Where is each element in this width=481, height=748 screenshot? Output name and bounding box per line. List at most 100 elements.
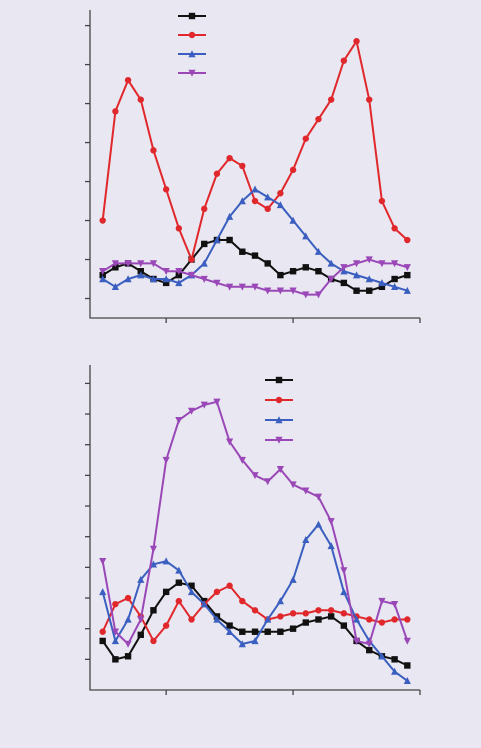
data-point	[150, 147, 157, 154]
data-point	[99, 217, 106, 224]
data-point	[226, 236, 233, 244]
data-point	[391, 275, 398, 283]
data-point	[366, 96, 373, 103]
data-point	[404, 662, 411, 669]
data-point	[403, 677, 411, 685]
data-point	[302, 135, 309, 142]
data-point	[213, 588, 221, 596]
data-point	[352, 615, 361, 623]
data-point	[112, 600, 119, 608]
data-point	[289, 216, 297, 224]
data-point	[137, 616, 145, 624]
data-point	[238, 197, 246, 205]
data-point	[264, 260, 271, 267]
data-point	[327, 275, 335, 283]
data-point	[226, 438, 234, 446]
data-point	[137, 271, 145, 279]
data-point	[251, 252, 259, 259]
data-point	[239, 248, 246, 255]
data-point	[226, 283, 234, 291]
data-point	[99, 637, 106, 645]
data-point	[302, 291, 310, 299]
data-point	[366, 287, 373, 294]
data-point	[315, 115, 322, 123]
data-point	[175, 279, 183, 287]
data-point	[251, 185, 259, 193]
data-point	[137, 575, 145, 583]
data-point	[137, 268, 144, 275]
data-point	[378, 260, 386, 268]
data-point	[302, 232, 310, 240]
data-point	[289, 166, 297, 174]
data-point	[99, 271, 106, 279]
data-point	[187, 407, 196, 415]
series-line	[102, 239, 408, 292]
data-point	[289, 268, 297, 275]
data-point	[213, 398, 221, 406]
data-point	[200, 401, 208, 409]
data-point	[340, 279, 348, 287]
data-point	[302, 264, 309, 271]
data-point	[327, 607, 335, 614]
data-point	[188, 582, 195, 589]
data-point	[99, 628, 106, 635]
data-point	[175, 579, 183, 586]
data-point	[124, 260, 132, 268]
data-point	[124, 275, 132, 283]
data-point	[403, 286, 411, 294]
data-point	[352, 260, 361, 268]
data-point	[391, 667, 399, 675]
data-point	[340, 622, 348, 629]
data-point	[162, 557, 170, 565]
data-point	[340, 610, 348, 617]
data-point	[352, 637, 361, 645]
data-point	[213, 170, 221, 177]
data-point	[238, 456, 246, 464]
data-point	[277, 271, 284, 279]
data-point	[340, 264, 348, 272]
data-point	[124, 615, 132, 623]
data-point	[226, 582, 233, 589]
data-point	[149, 560, 158, 568]
data-point	[149, 260, 158, 268]
data-point	[251, 197, 259, 205]
data-point	[239, 628, 246, 635]
data-point	[276, 287, 284, 295]
data-point	[175, 268, 183, 276]
data-point	[391, 283, 399, 291]
data-point	[226, 154, 233, 162]
data-point	[213, 279, 221, 287]
data-point	[289, 625, 297, 632]
data-point	[112, 264, 119, 271]
data-point	[251, 628, 259, 635]
data-point	[378, 279, 386, 287]
data-point	[289, 481, 297, 489]
data-point	[391, 260, 399, 268]
data-point	[187, 588, 196, 596]
data-point	[188, 256, 195, 263]
data-point	[137, 96, 144, 103]
data-point	[111, 260, 119, 268]
data-point	[277, 628, 284, 635]
legend-marker	[188, 12, 196, 20]
data-point	[149, 545, 158, 553]
data-point	[340, 588, 348, 596]
data-point	[238, 640, 246, 648]
legend-marker	[275, 396, 283, 404]
data-point	[99, 558, 107, 566]
data-point	[124, 76, 132, 84]
data-point	[289, 575, 297, 583]
data-point	[302, 487, 310, 495]
data-point	[327, 613, 335, 620]
legend-marker	[188, 31, 196, 39]
data-point	[315, 268, 322, 275]
data-point	[289, 287, 297, 295]
data-point	[366, 616, 373, 623]
data-point	[188, 616, 195, 623]
data-point	[353, 37, 360, 45]
data-point	[378, 619, 386, 626]
data-point	[201, 240, 208, 248]
data-point	[175, 225, 183, 232]
data-point	[340, 57, 348, 64]
data-point	[314, 520, 323, 528]
